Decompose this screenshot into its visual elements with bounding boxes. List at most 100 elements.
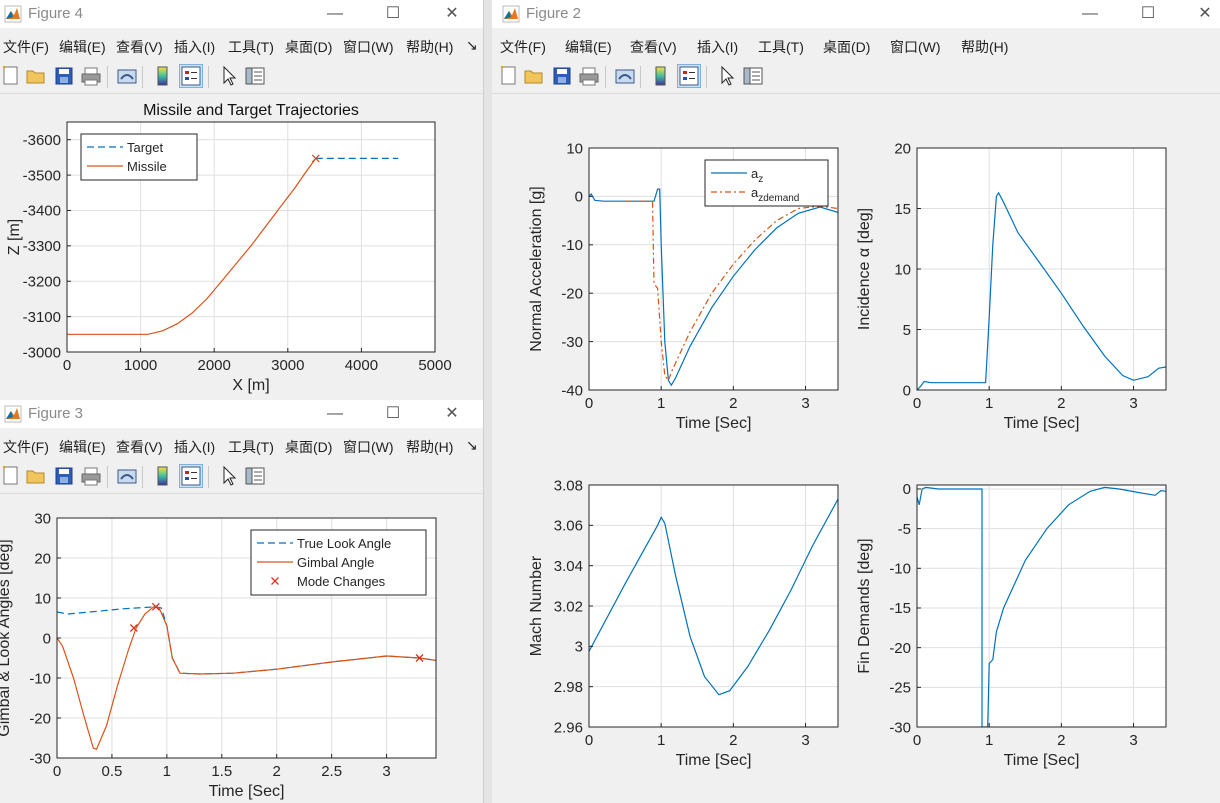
y-tick-label: 0 — [903, 481, 911, 498]
open-file-icon[interactable] — [523, 65, 545, 87]
y-tick-label: -15 — [889, 600, 911, 617]
property-inspector-icon[interactable] — [244, 65, 266, 87]
menu-view[interactable]: 查看(V) — [116, 439, 163, 455]
new-figure-icon[interactable] — [0, 65, 22, 87]
fin-demands-plot[interactable]: 0 1 2 3 -30 -25 -20 -15 -10 -5 0 Time [Sec] Fin Dema… — [856, 481, 1167, 769]
x-tick-label: 1 — [657, 732, 665, 749]
new-figure-icon[interactable] — [498, 65, 520, 87]
menu-help[interactable]: 帮助(H) — [961, 39, 1009, 55]
maximize-button[interactable]: ☐ — [385, 5, 401, 22]
open-file-icon[interactable] — [25, 65, 47, 87]
menu-view[interactable]: 查看(V) — [116, 39, 163, 55]
link-plot-icon[interactable] — [116, 65, 138, 87]
menu-overflow-icon[interactable]: ↘ — [466, 437, 478, 453]
menu-desktop[interactable]: 桌面(D) — [823, 39, 871, 55]
menu-overflow-icon[interactable]: ↘ — [466, 37, 478, 53]
x-tick-label: 0.5 — [101, 763, 122, 780]
mach-number-plot[interactable]: 0 1 2 3 2.96 2.98 3 3.02 3.04 3.06 3.08 Time [Sec] M… — [528, 477, 839, 769]
link-plot-icon[interactable] — [116, 465, 138, 487]
open-file-icon[interactable] — [25, 465, 47, 487]
acceleration-plot[interactable]: 0 1 2 3 -40 -30 -20 -10 0 10 Time [Sec] Normal Acce… — [528, 140, 839, 432]
save-icon[interactable] — [551, 65, 573, 87]
menu-insert[interactable]: 插入(I) — [697, 39, 739, 55]
menu-tools[interactable]: 工具(T) — [758, 39, 804, 55]
insert-legend-icon[interactable] — [677, 64, 701, 88]
toolbar-separator — [605, 66, 606, 88]
edit-plot-arrow-icon[interactable] — [218, 465, 240, 487]
menu-view[interactable]: 查看(V) — [630, 39, 677, 55]
y-axis-label: Z [m] — [6, 219, 23, 255]
y-axis-label: Mach Number — [528, 555, 545, 656]
link-plot-icon[interactable] — [614, 65, 636, 87]
maximize-button[interactable]: ☐ — [1140, 5, 1156, 22]
figure-3-titlebar[interactable]: Figure 3 — ☐ ✕ — [0, 400, 483, 428]
menu-insert[interactable]: 插入(I) — [174, 439, 216, 455]
save-icon[interactable] — [53, 65, 75, 87]
menu-help[interactable]: 帮助(H) — [406, 439, 454, 455]
figure-4-titlebar[interactable]: Figure 4 — ☐ ✕ — [0, 0, 483, 28]
insert-legend-icon[interactable] — [179, 464, 203, 488]
edit-plot-arrow-icon[interactable] — [716, 65, 738, 87]
close-button[interactable]: ✕ — [1198, 5, 1212, 22]
y-tick-label: -40 — [561, 382, 583, 399]
print-icon[interactable] — [80, 465, 102, 487]
menu-desktop[interactable]: 桌面(D) — [285, 39, 333, 55]
insert-legend-icon[interactable] — [179, 64, 203, 88]
x-tick-label: 4000 — [345, 357, 378, 374]
new-figure-icon[interactable] — [0, 465, 22, 487]
property-inspector-icon[interactable] — [244, 465, 266, 487]
insert-colorbar-icon[interactable] — [650, 65, 672, 87]
x-tick-label: 3 — [382, 763, 390, 780]
x-tick-label: 1.5 — [211, 763, 232, 780]
menu-file[interactable]: 文件(F) — [3, 439, 49, 455]
menu-tools[interactable]: 工具(T) — [228, 439, 274, 455]
menu-bar: 文件(F) 编辑(E) 查看(V) 插入(I) 工具(T) 桌面(D) 窗口(W… — [492, 31, 1220, 59]
minimize-button[interactable]: — — [1082, 5, 1098, 22]
x-axis-label: Time [Sec] — [1004, 752, 1080, 769]
series-line-0 — [917, 191, 1166, 390]
menu-desktop[interactable]: 桌面(D) — [285, 439, 333, 455]
x-tick-label: 3 — [801, 395, 809, 412]
close-button[interactable]: ✕ — [445, 5, 459, 22]
menu-file[interactable]: 文件(F) — [500, 39, 546, 55]
menu-tools[interactable]: 工具(T) — [228, 39, 274, 55]
menu-window[interactable]: 窗口(W) — [890, 39, 941, 55]
x-tick-label: 2 — [1057, 395, 1065, 412]
print-icon[interactable] — [578, 65, 600, 87]
menu-edit[interactable]: 编辑(E) — [565, 39, 612, 55]
axes-box — [588, 147, 839, 391]
figure-2-titlebar[interactable]: Figure 2 — ☐ ✕ — [492, 0, 1220, 28]
menu-window[interactable]: 窗口(W) — [343, 39, 394, 55]
menu-edit[interactable]: 编辑(E) — [59, 439, 106, 455]
chart-group: 0 1000 2000 3000 4000 5000 -3600 -3500 -3400 -330… — [6, 102, 452, 394]
close-button[interactable]: ✕ — [445, 405, 459, 422]
insert-colorbar-icon[interactable] — [152, 465, 174, 487]
matlab-logo-icon — [4, 405, 22, 423]
figure-4-window: Figure 4 — ☐ ✕ 文件(F) 编辑(E) 查看(V) 插入(I) 工… — [0, 0, 483, 400]
insert-colorbar-icon[interactable] — [152, 65, 174, 87]
menu-help[interactable]: 帮助(H) — [406, 39, 454, 55]
minimize-button[interactable]: — — [327, 5, 343, 22]
menu-insert[interactable]: 插入(I) — [174, 39, 216, 55]
property-inspector-icon[interactable] — [742, 65, 764, 87]
gimbal-look-plot[interactable]: 0 0.5 1 1.5 2 2.5 3 -30 -20 -10 0 10 20 30 Time [Sec] G… — [0, 494, 483, 803]
menu-edit[interactable]: 编辑(E) — [59, 39, 106, 55]
series-line-0 — [589, 188, 838, 387]
figure-toolbar — [0, 60, 483, 94]
incidence-plot[interactable]: 0 1 2 3 0 5 10 15 20 Time [Sec] Incidence α [deg] — [856, 140, 1167, 432]
edit-plot-arrow-icon[interactable] — [218, 65, 240, 87]
menu-window[interactable]: 窗口(W) — [343, 439, 394, 455]
save-icon[interactable] — [53, 465, 75, 487]
menu-file[interactable]: 文件(F) — [3, 39, 49, 55]
minimize-button[interactable]: — — [327, 405, 343, 422]
legend-entry: az — [751, 166, 763, 185]
x-tick-label: 2000 — [198, 357, 231, 374]
maximize-button[interactable]: ☐ — [385, 405, 401, 422]
plot-lines — [917, 486, 1166, 727]
window-divider — [483, 0, 492, 803]
legend-entry: True Look Angle — [297, 536, 391, 551]
print-icon[interactable] — [80, 65, 102, 87]
x-tick-label: 1 — [985, 732, 993, 749]
y-tick-label: -20 — [29, 710, 51, 727]
trajectory-plot[interactable]: 0 1000 2000 3000 4000 5000 -3600 -3500 -3400 -330… — [0, 94, 483, 400]
